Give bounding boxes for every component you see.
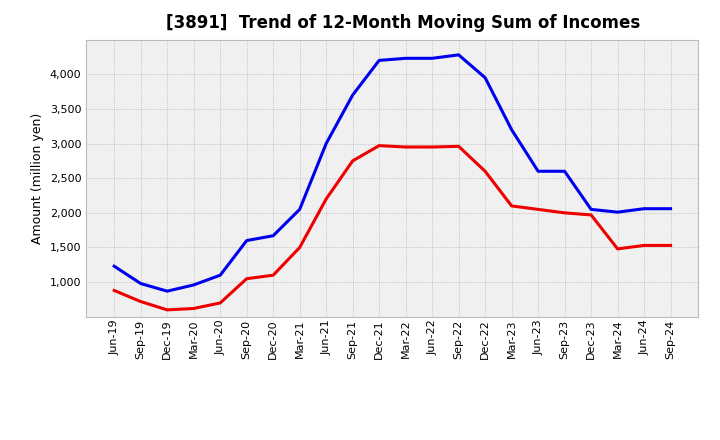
- Net Income: [322, 196, 330, 202]
- Ordinary Income: [375, 58, 384, 63]
- Ordinary Income: [163, 289, 171, 294]
- Net Income: [243, 276, 251, 281]
- Net Income: [189, 306, 198, 311]
- Net Income: [163, 307, 171, 312]
- Net Income: [269, 272, 277, 278]
- Net Income: [587, 212, 595, 217]
- Net Income: [534, 207, 542, 212]
- Ordinary Income: [269, 233, 277, 238]
- Ordinary Income: [428, 56, 436, 61]
- Ordinary Income: [110, 264, 119, 269]
- Net Income: [481, 169, 490, 174]
- Ordinary Income: [348, 92, 357, 98]
- Ordinary Income: [454, 52, 463, 58]
- Ordinary Income: [481, 75, 490, 81]
- Net Income: [136, 299, 145, 304]
- Line: Ordinary Income: Ordinary Income: [114, 55, 670, 291]
- Ordinary Income: [534, 169, 542, 174]
- Ordinary Income: [666, 206, 675, 211]
- Net Income: [560, 210, 569, 216]
- Net Income: [401, 144, 410, 150]
- Ordinary Income: [560, 169, 569, 174]
- Net Income: [428, 144, 436, 150]
- Ordinary Income: [587, 207, 595, 212]
- Net Income: [295, 245, 304, 250]
- Net Income: [375, 143, 384, 148]
- Ordinary Income: [189, 282, 198, 288]
- Ordinary Income: [136, 281, 145, 286]
- Ordinary Income: [216, 272, 225, 278]
- Ordinary Income: [613, 209, 622, 215]
- Ordinary Income: [640, 206, 649, 211]
- Text: [3891]  Trend of 12-Month Moving Sum of Incomes: [3891] Trend of 12-Month Moving Sum of I…: [166, 15, 640, 33]
- Ordinary Income: [508, 127, 516, 132]
- Net Income: [666, 243, 675, 248]
- Ordinary Income: [401, 56, 410, 61]
- Ordinary Income: [322, 141, 330, 146]
- Net Income: [216, 300, 225, 305]
- Net Income: [613, 246, 622, 252]
- Net Income: [640, 243, 649, 248]
- Ordinary Income: [243, 238, 251, 243]
- Y-axis label: Amount (million yen): Amount (million yen): [32, 113, 45, 244]
- Ordinary Income: [295, 207, 304, 212]
- Net Income: [348, 158, 357, 164]
- Net Income: [110, 288, 119, 293]
- Net Income: [508, 203, 516, 209]
- Net Income: [454, 144, 463, 149]
- Line: Net Income: Net Income: [114, 146, 670, 310]
